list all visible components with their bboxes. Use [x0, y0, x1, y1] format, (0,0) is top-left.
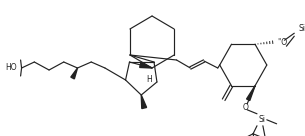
Polygon shape: [140, 63, 152, 68]
Polygon shape: [246, 86, 255, 101]
Text: Si: Si: [258, 115, 265, 124]
Polygon shape: [71, 68, 77, 79]
Text: H: H: [146, 75, 152, 84]
Text: HO: HO: [5, 64, 17, 72]
Text: O: O: [242, 103, 248, 112]
Polygon shape: [141, 95, 147, 109]
Text: Si: Si: [299, 24, 305, 33]
Text: ''O: ''O: [278, 38, 288, 47]
